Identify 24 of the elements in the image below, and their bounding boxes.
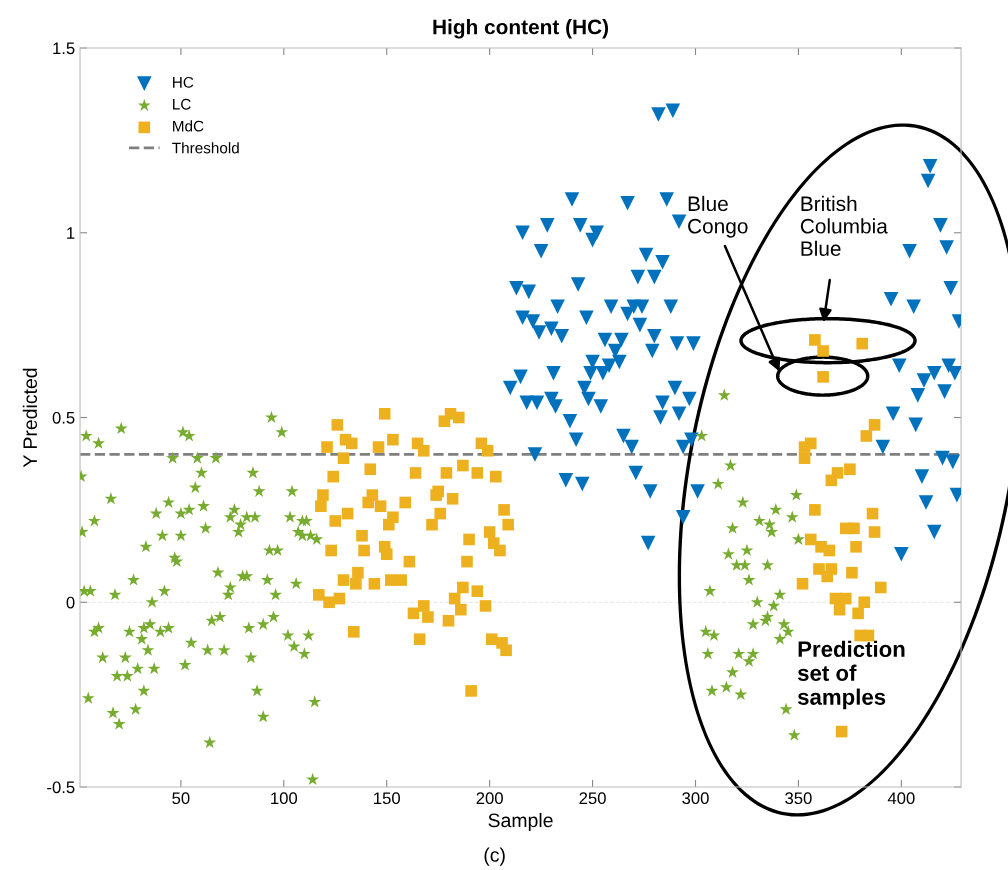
legend-label: LC — [173, 98, 191, 110]
legend-label: HC — [173, 76, 194, 88]
legend-label: MdC — [173, 120, 204, 132]
y-tick-label: 1.5 — [53, 42, 75, 55]
x-tick-label: 400 — [887, 792, 915, 805]
x-tick-label: 100 — [271, 792, 298, 805]
y-tick-label: 1 — [67, 227, 75, 239]
x-tick-label: 250 — [579, 792, 606, 805]
text: (c) — [484, 847, 505, 866]
x-axis-title: Sample — [488, 812, 553, 832]
x-tick-label: 150 — [374, 792, 400, 805]
legend-label: Threshold — [172, 142, 239, 154]
x-tick-label: 300 — [682, 792, 709, 805]
x-tick-label: 50 — [172, 792, 190, 805]
annotation: British Columbia Blue — [800, 195, 888, 256]
y-axis-title: Y Predicted — [22, 368, 38, 468]
x-tick-label: 200 — [476, 792, 503, 805]
x-tick-label: 350 — [785, 792, 812, 805]
chart-title: High content (HC) — [433, 19, 609, 39]
annotation: Blue Congo — [688, 195, 748, 238]
y-tick-label: 0 — [66, 596, 75, 609]
y-tick-label: -0.5 — [47, 781, 75, 794]
annotation: Prediction set of samples — [797, 640, 905, 710]
y-tick-label: 0.5 — [52, 411, 75, 424]
